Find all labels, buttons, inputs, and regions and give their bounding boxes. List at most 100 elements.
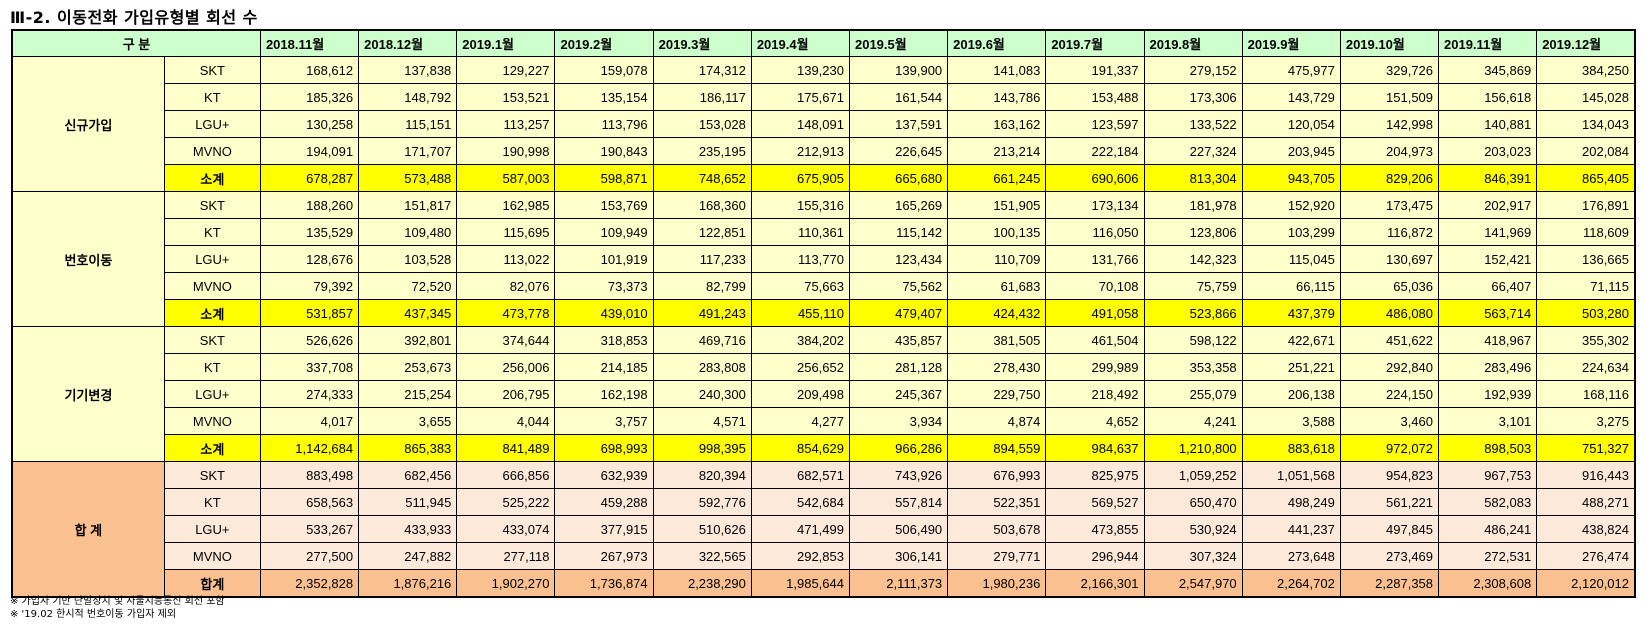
table-cell: 191,337	[1045, 56, 1145, 84]
table-cell: 134,043	[1536, 110, 1636, 138]
table-cell: 115,151	[358, 110, 458, 138]
table-cell: 569,527	[1045, 488, 1145, 516]
footnotes: ※ 가입자 기반 단말장치 및 사물지능통신 회선 포함 ※ '19.02 한시…	[10, 595, 225, 621]
table-row: LGU+ 128,676 103,528 113,022 101,919 117,233 1…	[12, 245, 1636, 273]
table-cell: 224,150	[1339, 380, 1440, 408]
table-cell: 113,796	[554, 110, 654, 138]
table-cell: 972,072	[1339, 434, 1440, 462]
table-cell: 273,469	[1339, 542, 1440, 570]
table-cell: 256,006	[456, 353, 556, 381]
table-cell: 281,128	[848, 353, 949, 381]
table-cell: 2,308,608	[1438, 569, 1538, 598]
table-cell: 682,456	[358, 461, 458, 489]
table-cell: 113,257	[456, 110, 556, 138]
table-cell: 109,480	[358, 218, 458, 246]
table-cell: 192,939	[1438, 380, 1538, 408]
header-group-label: 구 분	[11, 29, 261, 57]
table-cell: 70,108	[1045, 272, 1145, 300]
subtotal-row: 소계 678,287 573,488 587,003 598,871 748,652 675…	[12, 164, 1636, 192]
table-cell: 438,824	[1536, 515, 1636, 543]
table-cell: 418,967	[1438, 326, 1538, 354]
table-cell: 130,258	[259, 110, 360, 138]
group-label: 기기변경	[11, 326, 165, 462]
table-cell: 1,736,874	[554, 569, 654, 598]
table-cell: 120,054	[1241, 110, 1341, 138]
table-cell: 276,474	[1536, 542, 1636, 570]
table-cell: 163,162	[947, 110, 1047, 138]
table-cell: 202,917	[1438, 191, 1538, 219]
row-label: LGU+	[163, 515, 261, 543]
table-cell: 215,254	[358, 380, 458, 408]
table-cell: 658,563	[259, 488, 360, 516]
table-cell: 255,079	[1143, 380, 1243, 408]
table-cell: 854,629	[750, 434, 850, 462]
table-cell: 2,352,828	[259, 569, 360, 598]
table-cell: 451,622	[1339, 326, 1440, 354]
table-row: MVNO 79,392 72,520 82,076 73,373 82,799 75,663…	[12, 272, 1636, 300]
table-cell: 530,924	[1143, 515, 1243, 543]
table-cell: 277,500	[259, 542, 360, 570]
table-cell: 690,606	[1045, 164, 1145, 192]
table-cell: 998,395	[652, 434, 752, 462]
table-cell: 173,475	[1339, 191, 1440, 219]
table-cell: 675,905	[750, 164, 850, 192]
table-cell: 3,275	[1536, 407, 1636, 435]
table-cell: 283,808	[652, 353, 752, 381]
table-cell: 133,522	[1143, 110, 1243, 138]
table-cell: 151,817	[358, 191, 458, 219]
table-cell: 247,882	[358, 542, 458, 570]
table-cell: 202,084	[1536, 137, 1636, 165]
table-cell: 135,154	[554, 83, 654, 111]
row-label: 소계	[163, 299, 261, 327]
table-cell: 322,565	[652, 542, 752, 570]
table-cell: 173,134	[1045, 191, 1145, 219]
table-cell: 353,358	[1143, 353, 1243, 381]
table-cell: 226,645	[848, 137, 949, 165]
table-cell: 461,504	[1045, 326, 1145, 354]
table-cell: 110,709	[947, 245, 1047, 273]
table-cell: 3,460	[1339, 407, 1440, 435]
table-cell: 61,683	[947, 272, 1047, 300]
table-cell: 153,521	[456, 83, 556, 111]
table-cell: 2,166,301	[1045, 569, 1145, 598]
row-label: 소계	[163, 434, 261, 462]
table-cell: 299,989	[1045, 353, 1145, 381]
table-cell: 678,287	[259, 164, 360, 192]
table-cell: 137,838	[358, 56, 458, 84]
table-cell: 2,547,970	[1143, 569, 1243, 598]
table-cell: 459,288	[554, 488, 654, 516]
table-row: 기기변경 SKT 526,626 392,801 374,644 318,853 469,7…	[11, 326, 1636, 462]
table-cell: 531,857	[259, 299, 360, 327]
table-cell: 374,644	[456, 326, 556, 354]
table-cell: 162,198	[554, 380, 654, 408]
table-cell: 437,379	[1241, 299, 1341, 327]
table-cell: 587,003	[456, 164, 556, 192]
table-cell: 151,509	[1339, 83, 1440, 111]
table-cell: 209,498	[750, 380, 850, 408]
header-month: 2018.12월	[358, 29, 458, 57]
table-cell: 203,023	[1438, 137, 1538, 165]
row-label: LGU+	[163, 245, 261, 273]
table-cell: 103,299	[1241, 218, 1341, 246]
table-cell: 253,673	[358, 353, 458, 381]
table-cell: 162,985	[456, 191, 556, 219]
table-cell: 1,059,252	[1143, 461, 1243, 489]
table-cell: 632,939	[554, 461, 654, 489]
table-cell: 598,122	[1143, 326, 1243, 354]
table-cell: 128,676	[259, 245, 360, 273]
table-cell: 123,434	[848, 245, 949, 273]
footnote: ※ 가입자 기반 단말장치 및 사물지능통신 회선 포함	[10, 596, 225, 607]
table-cell: 296,944	[1045, 542, 1145, 570]
table-cell: 155,316	[750, 191, 850, 219]
table-cell: 384,250	[1536, 56, 1636, 84]
table-cell: 1,985,644	[750, 569, 850, 598]
row-label: LGU+	[163, 110, 261, 138]
table-cell: 292,840	[1339, 353, 1440, 381]
table-cell: 115,695	[456, 218, 556, 246]
table-cell: 582,083	[1438, 488, 1538, 516]
table-row: KT 658,563 511,945 525,222 459,288 592,776 542…	[12, 488, 1636, 516]
table-cell: 273,648	[1241, 542, 1341, 570]
table-cell: 318,853	[554, 326, 654, 354]
table-cell: 168,360	[652, 191, 752, 219]
table-row: LGU+ 533,267 433,933 433,074 377,915 510,626 4…	[12, 515, 1636, 543]
